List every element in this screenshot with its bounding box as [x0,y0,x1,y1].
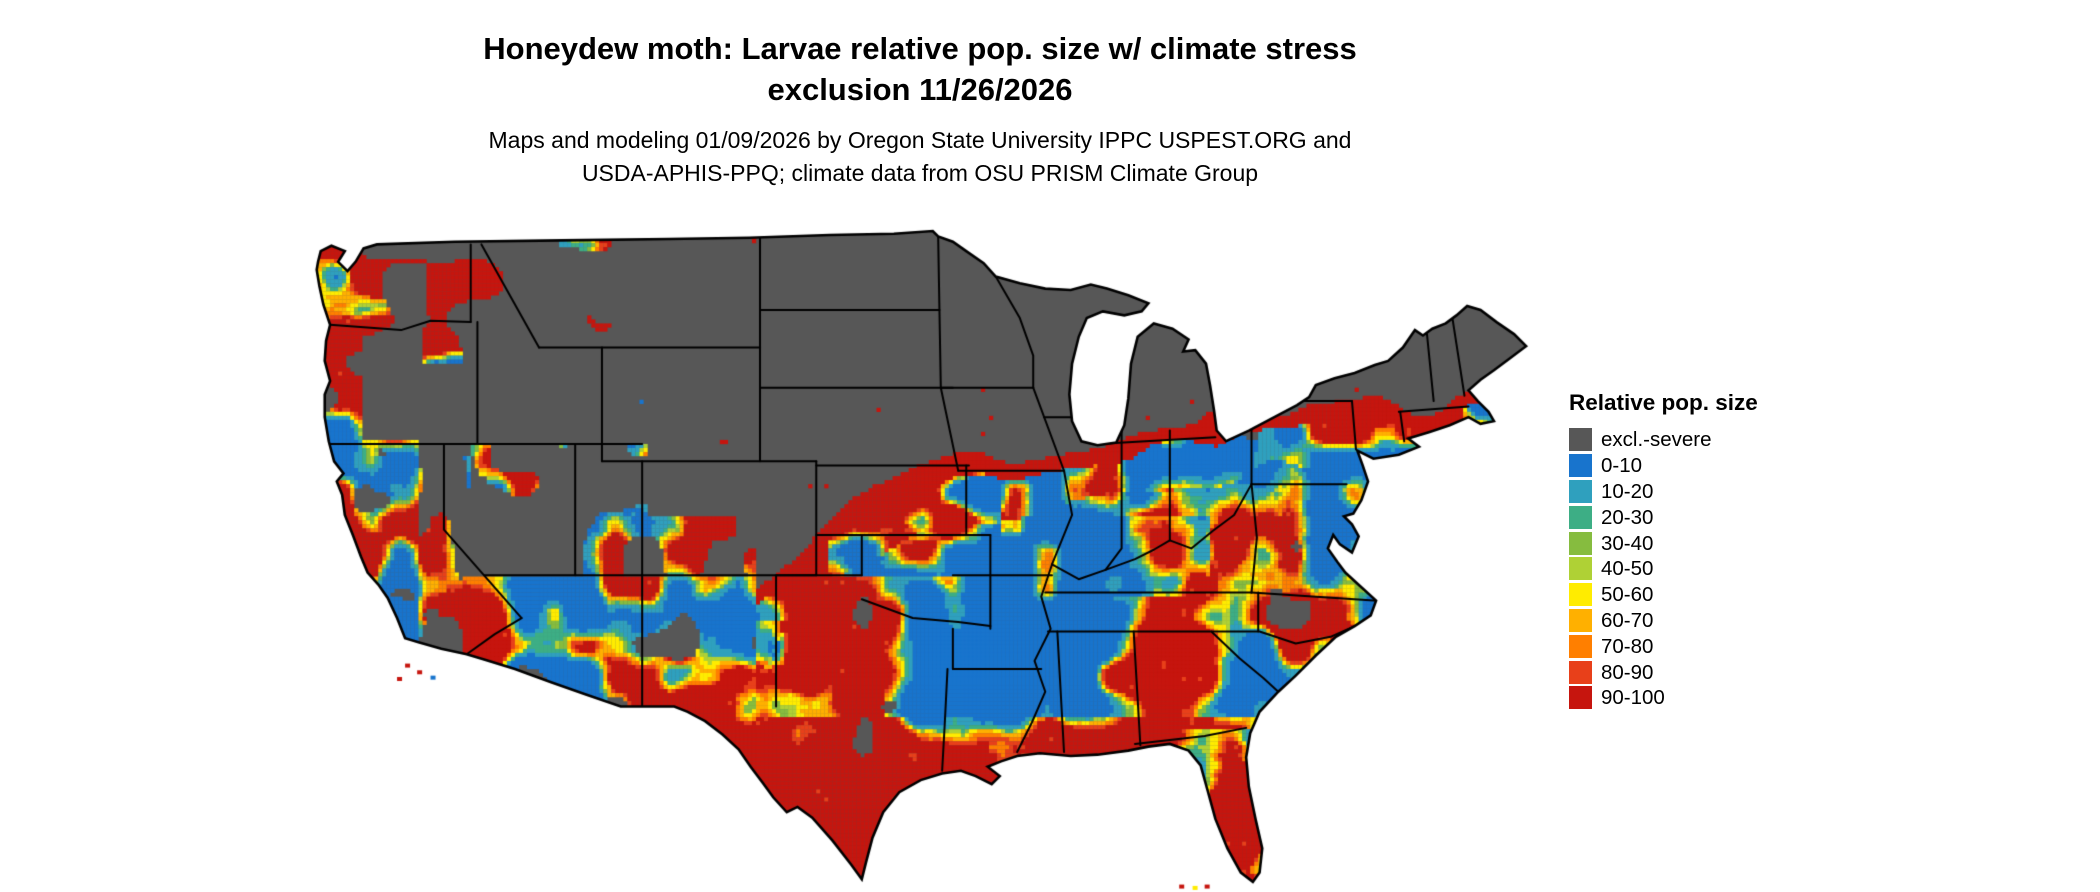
legend-label: 70-80 [1601,634,1654,658]
legend-label: 50-60 [1601,583,1654,607]
legend-swatch [1569,505,1592,529]
legend-item: excl.-severe [1569,427,1758,453]
legend-label: 20-30 [1601,505,1654,529]
legend-item: 50-60 [1569,582,1758,608]
figure-title: Honeydew moth: Larvae relative pop. size… [0,28,1840,110]
figure-subtitle-line1: Maps and modeling 01/09/2026 by Oregon S… [488,127,1352,153]
legend-item: 40-50 [1569,556,1758,582]
legend-swatch [1569,428,1592,452]
figure-title-line1: Honeydew moth: Larvae relative pop. size… [483,31,1357,66]
legend-item: 90-100 [1569,685,1758,711]
legend-label: 90-100 [1601,686,1665,710]
legend-item: 10-20 [1569,479,1758,505]
legend-swatch [1569,557,1592,581]
legend-label: 30-40 [1601,531,1654,555]
legend-item: 60-70 [1569,608,1758,634]
legend: Relative pop. size excl.-severe 0-10 10-20… [1569,390,1758,711]
legend-label: excl.-severe [1601,428,1712,452]
legend-swatch [1569,583,1592,607]
legend-item: 80-90 [1569,659,1758,685]
legend-item: 70-80 [1569,633,1758,659]
legend-swatch [1569,608,1592,632]
legend-item: 20-30 [1569,504,1758,530]
figure-title-line2: exclusion 11/26/2026 [767,72,1073,107]
legend-label: 10-20 [1601,479,1654,503]
legend-item: 0-10 [1569,453,1758,479]
legend-title: Relative pop. size [1569,390,1758,415]
legend-swatch [1569,686,1592,710]
legend-swatch [1569,634,1592,658]
legend-swatch [1569,454,1592,478]
figure-subtitle-line2: USDA-APHIS-PPQ; climate data from OSU PR… [581,160,1259,186]
legend-label: 0-10 [1601,454,1643,478]
legend-items: excl.-severe 0-10 10-20 20-30 30-40 40-50 50-6… [1569,427,1758,711]
legend-label: 40-50 [1601,557,1654,581]
legend-item: 30-40 [1569,530,1758,556]
legend-swatch [1569,660,1592,684]
legend-swatch [1569,531,1592,555]
legend-label: 80-90 [1601,660,1654,684]
legend-label: 60-70 [1601,608,1654,632]
us-distribution-map [307,228,1539,892]
legend-swatch [1569,479,1592,503]
figure-subtitle: Maps and modeling 01/09/2026 by Oregon S… [0,124,1840,190]
